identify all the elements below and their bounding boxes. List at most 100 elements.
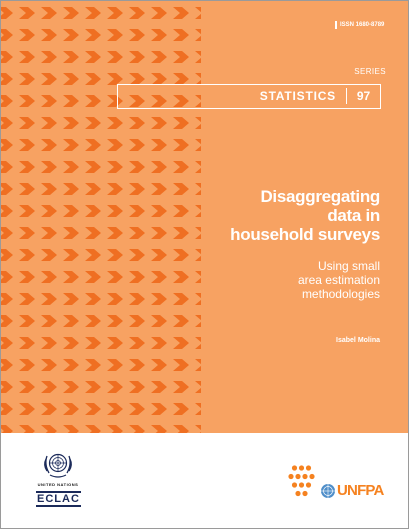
chevron-shape [85, 227, 101, 239]
chevron-shape [151, 381, 167, 393]
chevron-shape [63, 359, 79, 371]
chevron-shape [107, 183, 123, 195]
chevron-shape [85, 95, 101, 107]
issn-number: ISSN 1680-8789 [335, 21, 384, 29]
chevron-shape [173, 29, 189, 41]
chevron-shape [41, 271, 57, 283]
chevron-shape [19, 227, 35, 239]
chevron-shape [107, 249, 123, 261]
chevron-shape [173, 293, 189, 305]
chevron-shape [63, 425, 79, 433]
chevron-shape [129, 337, 145, 349]
chevron-shape [63, 183, 79, 195]
chevron-shape [41, 205, 57, 217]
chevron-shape [85, 403, 101, 415]
chevron-shape [1, 205, 13, 217]
chevron-shape [19, 249, 35, 261]
chevron-shape [151, 7, 167, 19]
chevron-shape [1, 7, 13, 19]
chevron-shape [173, 205, 189, 217]
author-name: Isabel Molina [336, 337, 380, 344]
chevron-shape [41, 183, 57, 195]
chevron-shape [173, 7, 189, 19]
chevron-shape [85, 359, 101, 371]
chevron-shape [19, 337, 35, 349]
chevron-shape [195, 403, 201, 415]
chevron-shape [195, 359, 201, 371]
unfpa-dot [298, 482, 305, 488]
chevron-shape [173, 271, 189, 283]
chevron-shape [129, 29, 145, 41]
chevron-shape [129, 161, 145, 173]
chevron-shape [129, 117, 145, 129]
chevron-shape [85, 117, 101, 129]
chevron-shape [19, 139, 35, 151]
chevron-shape [129, 359, 145, 371]
title-line: household surveys [230, 225, 380, 244]
chevron-shape [129, 271, 145, 283]
chevron-shape [195, 51, 201, 63]
chevron-shape [1, 381, 13, 393]
chevron-shape [85, 139, 101, 151]
chevron-shape [1, 161, 13, 173]
chevron-shape [41, 227, 57, 239]
chevron-shape [41, 337, 57, 349]
report-title: Disaggregating data in household surveys [180, 187, 380, 244]
chevron-shape [195, 249, 201, 261]
chevron-shape [1, 139, 13, 151]
chevron-shape [19, 183, 35, 195]
unfpa-dot [309, 473, 315, 480]
chevron-shape [129, 403, 145, 415]
chevron-shape [173, 95, 189, 107]
chevron-shape [41, 381, 57, 393]
chevron-shape [1, 95, 13, 107]
chevron-shape [195, 183, 201, 195]
chevron-shape [151, 205, 167, 217]
chevron-shape [19, 381, 35, 393]
chevron-shape [195, 205, 201, 217]
chevron-shape [151, 249, 167, 261]
chevron-shape [63, 227, 79, 239]
chevron-shape [41, 73, 57, 85]
chevron-shape [129, 95, 145, 107]
unfpa-dot [291, 465, 298, 471]
chevron-shape [41, 117, 57, 129]
chevron-shape [1, 293, 13, 305]
chevron-shape [63, 271, 79, 283]
chevron-shape [173, 139, 189, 151]
chevron-shape [63, 95, 79, 107]
chevron-shape [63, 117, 79, 129]
chevron-shape [85, 161, 101, 173]
chevron-shape [85, 381, 101, 393]
chevron-shape [107, 403, 123, 415]
chevron-shape [19, 205, 35, 217]
chevron-shape [63, 139, 79, 151]
chevron-shape [151, 51, 167, 63]
chevron-shape [151, 29, 167, 41]
chevron-shape [107, 205, 123, 217]
unfpa-dot [295, 490, 301, 497]
cover-orange-panel: ISSN 1680-8789 SERIES STATISTICS 97 Disa… [1, 1, 408, 433]
chevron-shape [107, 359, 123, 371]
un-globe-icon [321, 484, 335, 498]
chevron-shape [107, 7, 123, 19]
chevron-shape [41, 161, 57, 173]
chevron-shape [1, 315, 13, 327]
chevron-shape [195, 227, 201, 239]
chevron-shape [151, 293, 167, 305]
chevron-shape [1, 249, 13, 261]
unfpa-dots-icon [288, 465, 315, 497]
chevron-shape [19, 29, 35, 41]
chevron-shape [195, 117, 201, 129]
chevron-shape [19, 117, 35, 129]
unfpa-dot [291, 482, 298, 488]
chevron-shape [107, 29, 123, 41]
chevron-shape [195, 315, 201, 327]
chevron-shape [41, 293, 57, 305]
chevron-shape [63, 51, 79, 63]
chevron-shape [41, 359, 57, 371]
chevron-shape [107, 271, 123, 283]
chevron-shape [1, 425, 13, 433]
chevron-shape [19, 73, 35, 85]
